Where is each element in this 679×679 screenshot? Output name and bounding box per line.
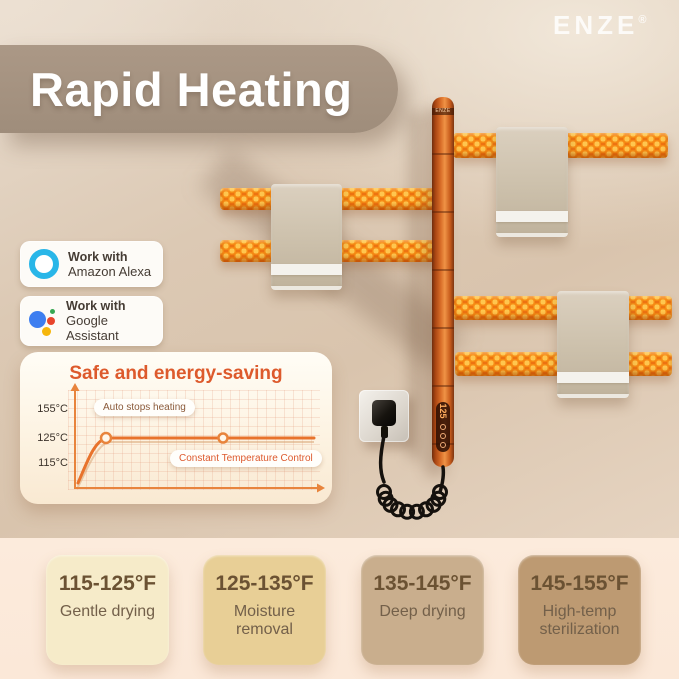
- registered-mark: ®: [638, 14, 647, 26]
- page-title: Rapid Heating: [30, 62, 353, 116]
- annotation-constant-temp: Constant Temperature Control: [170, 450, 322, 467]
- temp-card-deep-drying: 135-145°F Deep drying: [361, 555, 484, 665]
- google-assistant-badge: Work with Google Assistant: [20, 296, 163, 346]
- temp-label: High-temp sterilization: [539, 603, 620, 639]
- google-red-dot: [47, 317, 55, 325]
- brand-logo-text: ENZE: [553, 10, 639, 40]
- towel-stripe: [496, 211, 568, 222]
- safety-chart-card: Safe and energy-saving 155°C 125°C 115°C…: [20, 352, 332, 504]
- temp-card-high-temp-sterilization: 145-155°F High-temp sterilization: [518, 555, 641, 665]
- y-tick-125: 125°C: [37, 432, 68, 444]
- pole-brand-label: ENZE: [432, 108, 454, 115]
- badge-line1: Work with: [66, 299, 126, 313]
- wall-socket: [359, 390, 409, 442]
- badge-line2: Google Assistant: [66, 313, 119, 343]
- temp-range: 125-135°F: [215, 572, 314, 595]
- amazon-alexa-icon: [29, 249, 59, 279]
- temperature-readout: 125: [438, 403, 448, 419]
- alexa-badge: Work with Amazon Alexa: [20, 241, 163, 287]
- temp-label: Gentle drying: [59, 603, 156, 620]
- temp-card-gentle-drying: 115-125°F Gentle drying: [46, 555, 169, 665]
- towel-stripe: [271, 264, 342, 275]
- temp-card-moisture-removal: 125-135°F Moisture removal: [203, 555, 326, 665]
- temperature-line-chart: 155°C 125°C 115°C: [37, 383, 325, 493]
- marker-auto-stop: [99, 431, 113, 445]
- chart-title: Safe and energy-saving: [69, 363, 283, 384]
- towel-bottom-right: [557, 291, 629, 398]
- pole-control-button-1: [440, 424, 446, 430]
- temperature-display: 125: [436, 402, 450, 452]
- badge-line2: Amazon Alexa: [68, 263, 152, 279]
- towel-hem: [557, 394, 629, 398]
- temp-range: 135-145°F: [373, 572, 472, 595]
- annotation-auto-stop: Auto stops heating: [94, 399, 195, 416]
- pole-shadow: [407, 112, 423, 460]
- plug-stem: [381, 426, 388, 438]
- google-yellow-dot: [42, 327, 51, 336]
- coiled-power-cord: [376, 434, 448, 520]
- temp-label: Deep drying: [379, 603, 466, 620]
- towel-hem: [271, 286, 342, 290]
- badge-line1: Work with: [68, 249, 128, 264]
- temp-range: 145-155°F: [530, 572, 629, 595]
- y-tick-115: 115°C: [38, 457, 68, 469]
- pole-control-button-3: [440, 442, 446, 448]
- brand-logo: ENZE®: [553, 10, 646, 41]
- google-green-dot: [50, 309, 55, 314]
- marker-constant-temp: [217, 432, 229, 444]
- towel-top-right: [496, 127, 568, 237]
- towel-hem: [496, 233, 568, 237]
- pole-control-button-2: [440, 433, 446, 439]
- temp-range: 115-125°F: [58, 572, 157, 595]
- alexa-badge-text: Work with Amazon Alexa: [68, 250, 151, 279]
- temp-label: Moisture removal: [233, 603, 296, 639]
- google-badge-text: Work with Google Assistant: [66, 299, 154, 343]
- google-blue-dot: [29, 311, 46, 328]
- towel-warmer-pole: ENZE 125: [432, 97, 454, 467]
- headline-banner: Rapid Heating: [0, 45, 398, 133]
- google-assistant-icon: [29, 306, 57, 336]
- y-tick-155: 155°C: [37, 403, 68, 415]
- power-plug: [372, 400, 396, 426]
- towel-left: [271, 184, 342, 290]
- towel-stripe: [557, 372, 629, 383]
